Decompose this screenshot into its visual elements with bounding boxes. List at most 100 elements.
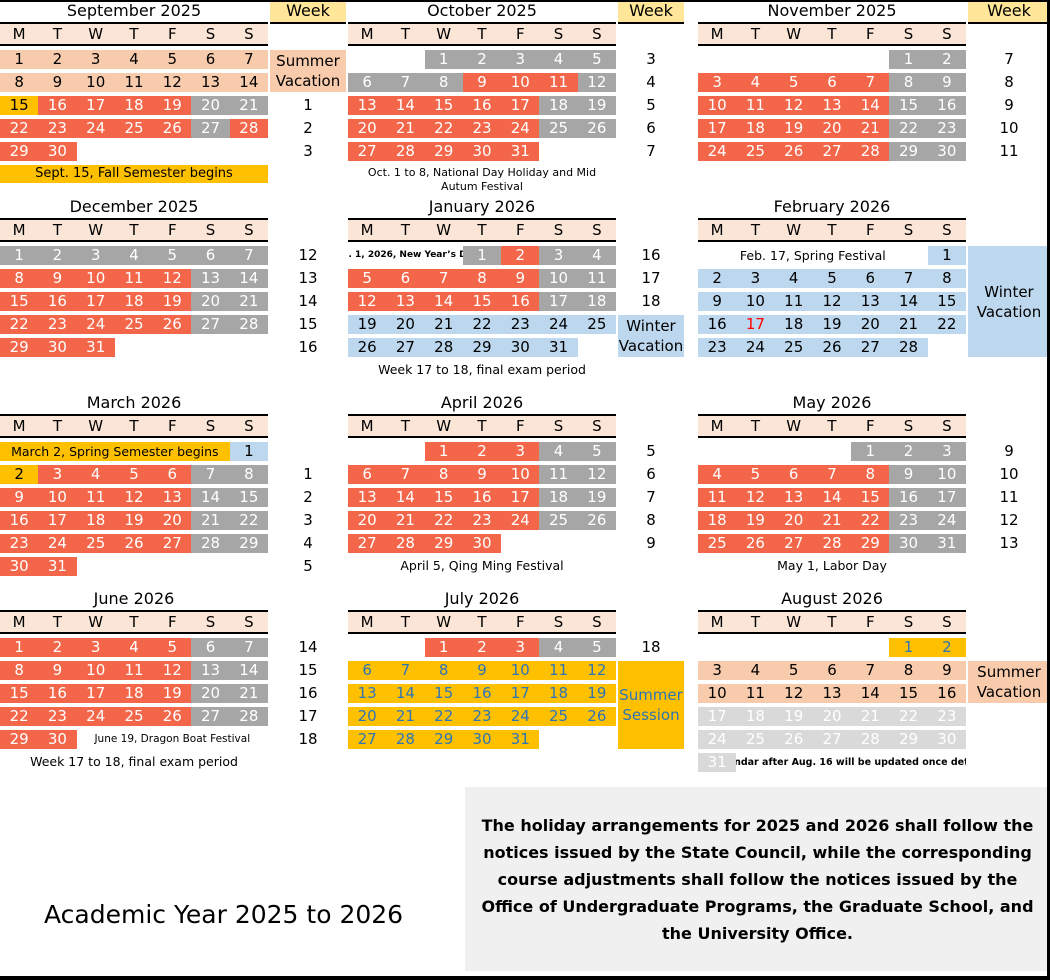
week-number: 15 (298, 661, 318, 679)
day-header: T (477, 221, 487, 239)
empty-cell (539, 142, 577, 161)
date-cell: 5 (577, 442, 616, 461)
week-number: 3 (303, 142, 313, 160)
date-cell: 6 (191, 638, 230, 657)
date-cell: 11 (114, 661, 154, 680)
empty-cell (578, 534, 616, 553)
date-cell: 28 (386, 142, 425, 161)
date-cell: 10 (698, 96, 737, 115)
date-cell: 1 (889, 50, 928, 69)
date-cell: 12 (774, 684, 813, 703)
date-cell: 29 (229, 534, 268, 553)
date-cell: 18 (539, 684, 578, 703)
spacer (618, 392, 684, 416)
date-cell: 30 (501, 338, 540, 357)
month-note: April 5, Qing Ming Festival (400, 558, 564, 573)
date-cell: 21 (889, 315, 928, 334)
week-row: 6 7 8 9 10 11 12 (348, 465, 616, 484)
spacer (618, 196, 684, 220)
date-cell: 28 (229, 315, 268, 334)
empty-cell (386, 442, 424, 461)
date-cell: 24 (501, 511, 540, 530)
date-cell: 23 (462, 119, 502, 138)
day-header: F (515, 221, 525, 239)
date-cell: 2 (0, 465, 39, 484)
date-cell: 12 (153, 73, 192, 92)
month-may-2026: May 2026 M T W T F S S 1 2 3 4 5 6 7 8 9 10 11 12 13 14 15 16 1… (698, 392, 1050, 575)
date-cell: 18 (577, 292, 616, 311)
date-cell: 1 (229, 442, 268, 461)
day-header: T (129, 613, 139, 631)
day-header: M (360, 417, 374, 435)
date-cell: 24 (736, 338, 775, 357)
date-cell: 16 (698, 315, 737, 334)
date-cell: 12 (577, 73, 616, 92)
month-note: Week 17 to 18, final exam period (378, 362, 586, 377)
spacer (618, 220, 684, 242)
date-cell: 10 (501, 465, 540, 484)
date-cell: 14 (191, 488, 230, 507)
month-table: June 2026 M T W T F S S 1 2 3 4 5 6 7 8 9 10 11 12 13 14 15 16 1… (0, 588, 268, 771)
week-column: 14 15 16 17 18 (270, 588, 346, 749)
week-number: 7 (646, 142, 656, 160)
week-number: 8 (1004, 73, 1014, 91)
date-cell: 17 (698, 707, 737, 726)
date-cell: 6 (191, 246, 230, 265)
holiday-notice-box: The holiday arrangements for 2025 and 20… (465, 787, 1050, 971)
date-cell: 16 (38, 684, 77, 703)
day-header: W (436, 221, 452, 239)
date-cell: 1 (0, 638, 39, 657)
day-header: W (436, 613, 452, 631)
week-row: 29 30 31 (0, 338, 268, 357)
date-cell: 1 (424, 442, 463, 461)
day-header: M (360, 25, 374, 43)
date-cell: 26 (577, 511, 616, 530)
day-header: S (592, 25, 602, 43)
date-cell: 16 (927, 96, 966, 115)
date-cell: 9 (501, 269, 540, 288)
week-row: Feb. 17, Spring Festival 1 (698, 246, 966, 265)
empty-cell (348, 442, 386, 461)
month-title: April 2026 (348, 392, 616, 416)
empty-cell (698, 50, 736, 69)
date-cell: 3 (501, 50, 540, 69)
week-row: 20 21 22 23 24 25 26 (348, 511, 616, 530)
empty-cell (153, 142, 191, 161)
date-cell: 27 (191, 119, 230, 138)
date-cell: 1 (889, 638, 928, 657)
day-header: T (750, 25, 760, 43)
date-cell: 7 (851, 73, 890, 92)
day-header: M (710, 417, 724, 435)
date-cell: 8 (424, 465, 463, 484)
empty-cell (578, 730, 616, 749)
date-cell: 23 (698, 338, 737, 357)
week-number: 3 (303, 511, 313, 529)
date-cell: 3 (539, 246, 578, 265)
inline-note: Feb. 17, Spring Festival (739, 248, 886, 263)
empty-cell (230, 338, 268, 357)
date-cell: 27 (386, 338, 425, 357)
date-cell: 6 (386, 269, 425, 288)
date-cell: 18 (114, 292, 154, 311)
date-cell: 19 (153, 292, 192, 311)
week-number: 12 (999, 511, 1019, 529)
spacer (270, 588, 346, 612)
date-cell: 21 (191, 511, 230, 530)
spacer (270, 416, 346, 438)
date-cell: 27 (191, 315, 230, 334)
date-cell: 18 (539, 488, 578, 507)
date-cell: 28 (851, 730, 890, 749)
date-cell: 17 (698, 119, 737, 138)
day-header: F (167, 221, 177, 239)
date-cell: 26 (153, 119, 192, 138)
date-cell: 23 (38, 707, 77, 726)
week-number: 16 (298, 338, 318, 356)
date-cell: 15 (0, 684, 39, 703)
week-number: 18 (298, 730, 318, 748)
date-cell: 12 (577, 465, 616, 484)
date-cell: 20 (348, 707, 387, 726)
